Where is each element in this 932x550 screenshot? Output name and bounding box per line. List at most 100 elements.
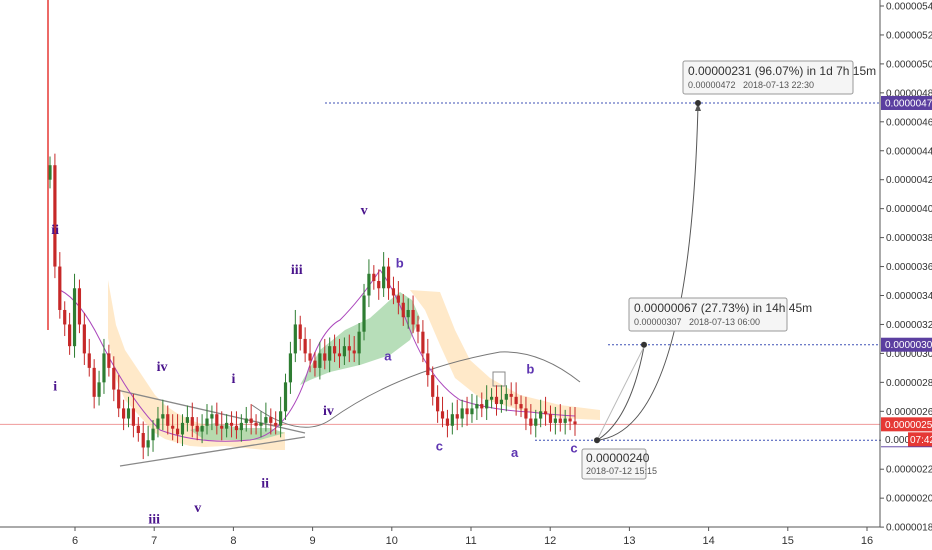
wave-label: i	[53, 379, 57, 394]
wave-label: a	[384, 349, 392, 364]
candle-body	[558, 418, 562, 423]
candle-body	[563, 418, 567, 423]
candle-body	[509, 393, 513, 397]
arrowhead	[695, 102, 701, 111]
price-badges: 0.000004730.000003060.000002510.00000240…	[881, 95, 932, 448]
candle-body	[92, 367, 96, 397]
candle-body	[460, 408, 464, 419]
candle-body	[288, 353, 293, 383]
x-tick-label: 16	[861, 535, 873, 547]
x-tick-label: 10	[386, 535, 398, 547]
candle-body	[318, 353, 322, 368]
wave-label: iii	[291, 263, 303, 278]
candle-body	[431, 375, 435, 397]
x-tick-label: 9	[310, 535, 316, 547]
candle-body	[347, 346, 351, 351]
candle-body	[357, 331, 361, 354]
candle-body	[328, 346, 332, 361]
candle-body	[543, 411, 548, 415]
wave-label: v	[194, 501, 201, 516]
triangle-lower-line	[119, 436, 306, 467]
callout-main-text: 0.00000067 (27.73%) in 14h 45m	[634, 301, 812, 315]
callout-sub-time: 2018-07-13 06:00	[689, 317, 760, 327]
candle-body	[185, 417, 189, 423]
selection-box	[492, 371, 506, 387]
candle-body	[362, 295, 366, 332]
candle-body	[151, 428, 155, 441]
candle-body	[524, 408, 528, 419]
candle-body	[411, 309, 415, 325]
candle-body	[77, 288, 82, 325]
price-badge	[881, 95, 932, 110]
candle-body	[303, 338, 307, 354]
candle-body	[499, 399, 504, 405]
candle-body	[298, 324, 302, 339]
candle-body	[117, 389, 121, 409]
candle-body	[568, 418, 572, 422]
candle-body	[72, 288, 77, 347]
x-tick-label: 12	[544, 535, 556, 547]
candle-body	[195, 425, 199, 432]
candle-body	[141, 433, 145, 448]
candle-body	[283, 382, 288, 412]
callout-sub-price: 0.00000307	[634, 317, 682, 327]
candle-body	[391, 288, 396, 296]
candle-body	[313, 360, 317, 368]
candle-body	[112, 367, 116, 390]
price-badge-text: 0.00000306	[885, 340, 932, 351]
candle-body	[146, 440, 150, 448]
candle-body	[382, 266, 386, 289]
candle-body	[426, 353, 430, 376]
candle-body	[470, 408, 474, 415]
candle-body	[401, 302, 405, 318]
candle-body	[352, 350, 356, 354]
candle-body	[82, 324, 86, 354]
candle-body	[171, 425, 175, 429]
candle-body	[269, 417, 273, 423]
candle-body	[200, 425, 204, 432]
candle-body	[406, 309, 410, 318]
candle-body	[175, 428, 180, 435]
candle-body	[519, 404, 523, 409]
cloud-segment	[108, 280, 285, 450]
wave-label: iii	[148, 512, 160, 527]
projection-layer: 0.00000231 (96.07%) in 1d 7h 15m 0.000004…	[581, 60, 876, 480]
candle-body	[529, 418, 533, 426]
candle-body	[48, 165, 52, 180]
candle-body	[58, 266, 62, 310]
low-callout	[581, 448, 647, 480]
projection-callout-high	[682, 60, 854, 95]
price-badge-text: 0.00000251	[885, 420, 932, 431]
candle-body	[480, 404, 484, 409]
grid-layer	[0, 102, 880, 441]
countdown-prefix-text: 0.000	[885, 435, 910, 446]
candle-body	[308, 353, 312, 361]
candle-body	[121, 408, 126, 419]
candle-body	[215, 414, 219, 426]
projection-arrow-mid	[596, 346, 645, 441]
candle-body	[131, 408, 136, 426]
candle-body	[156, 418, 160, 429]
target-dot-mid	[641, 341, 647, 348]
candle-body	[416, 324, 420, 332]
low-dot	[594, 437, 600, 444]
wave-label: iv	[157, 360, 168, 375]
candle-body	[254, 422, 258, 426]
wave-label: a	[511, 445, 519, 460]
candle-body	[190, 417, 194, 426]
wave-label: c	[570, 441, 577, 456]
candle-body	[421, 331, 425, 354]
